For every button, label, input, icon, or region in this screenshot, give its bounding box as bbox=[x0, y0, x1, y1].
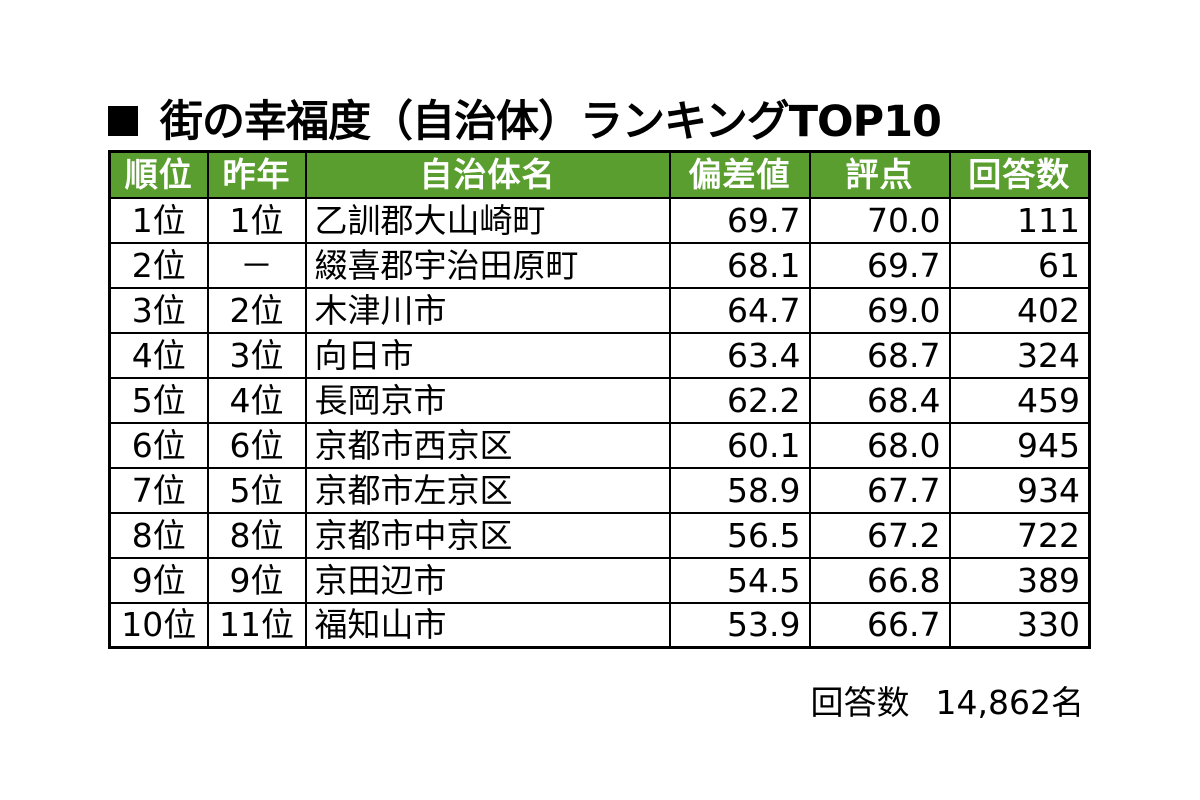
cell-responses: 402 bbox=[948, 286, 1091, 334]
cell-deviation: 68.1 bbox=[668, 241, 811, 289]
cell-score: 68.7 bbox=[808, 331, 951, 379]
page-title: 街の幸福度（自治体）ランキングTOP10 bbox=[108, 88, 942, 148]
cell-deviation: 69.7 bbox=[668, 196, 811, 244]
cell-rank: 4位 bbox=[108, 331, 209, 379]
cell-municipality: 乙訓郡大山崎町 bbox=[304, 196, 671, 244]
cell-municipality: 長岡京市 bbox=[304, 376, 671, 424]
cell-score: 68.4 bbox=[808, 376, 951, 424]
table-row: 1位 1位 乙訓郡大山崎町 69.7 70.0 111 bbox=[108, 196, 1091, 244]
total-responses: 回答数 14,862名 bbox=[811, 676, 1084, 724]
table-row: 5位 4位 長岡京市 62.2 68.4 459 bbox=[108, 376, 1091, 424]
cell-responses: 459 bbox=[948, 376, 1091, 424]
cell-last-year: 11位 bbox=[206, 601, 307, 649]
cell-score: 66.8 bbox=[808, 556, 951, 604]
cell-deviation: 56.5 bbox=[668, 511, 811, 559]
cell-municipality: 京田辺市 bbox=[304, 556, 671, 604]
cell-responses: 111 bbox=[948, 196, 1091, 244]
cell-rank: 2位 bbox=[108, 241, 209, 289]
cell-deviation: 58.9 bbox=[668, 466, 811, 514]
table-row: 9位 9位 京田辺市 54.5 66.8 389 bbox=[108, 556, 1091, 604]
cell-responses: 945 bbox=[948, 421, 1091, 469]
cell-last-year: 5位 bbox=[206, 466, 307, 514]
cell-responses: 389 bbox=[948, 556, 1091, 604]
cell-last-year: 2位 bbox=[206, 286, 307, 334]
cell-last-year: 4位 bbox=[206, 376, 307, 424]
cell-deviation: 64.7 bbox=[668, 286, 811, 334]
header-last-year: 昨年 bbox=[206, 150, 307, 199]
table-row: 8位 8位 京都市中京区 56.5 67.2 722 bbox=[108, 511, 1091, 559]
cell-deviation: 63.4 bbox=[668, 331, 811, 379]
cell-rank: 9位 bbox=[108, 556, 209, 604]
cell-score: 70.0 bbox=[808, 196, 951, 244]
cell-score: 69.0 bbox=[808, 286, 951, 334]
table-row: 7位 5位 京都市左京区 58.9 67.7 934 bbox=[108, 466, 1091, 514]
cell-municipality: 京都市中京区 bbox=[304, 511, 671, 559]
table-row: 6位 6位 京都市西京区 60.1 68.0 945 bbox=[108, 421, 1091, 469]
cell-last-year: 3位 bbox=[206, 331, 307, 379]
table-row: 10位 11位 福知山市 53.9 66.7 330 bbox=[108, 601, 1091, 649]
cell-deviation: 62.2 bbox=[668, 376, 811, 424]
total-responses-label: 回答数 bbox=[810, 683, 910, 722]
cell-last-year: 9位 bbox=[206, 556, 307, 604]
header-responses: 回答数 bbox=[948, 150, 1091, 199]
cell-municipality: 福知山市 bbox=[304, 601, 671, 649]
header-deviation: 偏差値 bbox=[668, 150, 811, 199]
cell-rank: 5位 bbox=[108, 376, 209, 424]
cell-last-year: 6位 bbox=[206, 421, 307, 469]
cell-last-year: － bbox=[206, 241, 307, 289]
table-row: 2位 － 綴喜郡宇治田原町 68.1 69.7 61 bbox=[108, 241, 1091, 289]
cell-rank: 1位 bbox=[108, 196, 209, 244]
cell-municipality: 綴喜郡宇治田原町 bbox=[304, 241, 671, 289]
cell-score: 68.0 bbox=[808, 421, 951, 469]
cell-score: 67.7 bbox=[808, 466, 951, 514]
square-bullet-icon bbox=[108, 106, 138, 136]
cell-score: 66.7 bbox=[808, 601, 951, 649]
cell-deviation: 53.9 bbox=[668, 601, 811, 649]
cell-rank: 6位 bbox=[108, 421, 209, 469]
cell-responses: 330 bbox=[948, 601, 1091, 649]
table-row: 4位 3位 向日市 63.4 68.7 324 bbox=[108, 331, 1091, 379]
title-text: 街の幸福度（自治体）ランキングTOP10 bbox=[160, 97, 942, 147]
cell-rank: 8位 bbox=[108, 511, 209, 559]
cell-responses: 324 bbox=[948, 331, 1091, 379]
header-rank: 順位 bbox=[108, 150, 209, 199]
cell-score: 67.2 bbox=[808, 511, 951, 559]
cell-rank: 10位 bbox=[108, 601, 209, 649]
cell-rank: 7位 bbox=[108, 466, 209, 514]
cell-responses: 934 bbox=[948, 466, 1091, 514]
cell-last-year: 1位 bbox=[206, 196, 307, 244]
cell-responses: 722 bbox=[948, 511, 1091, 559]
cell-last-year: 8位 bbox=[206, 511, 307, 559]
ranking-table: 順位 昨年 自治体名 偏差値 評点 回答数 1位 1位 乙訓郡大山崎町 69.7… bbox=[108, 150, 1091, 649]
cell-municipality: 向日市 bbox=[304, 331, 671, 379]
cell-deviation: 60.1 bbox=[668, 421, 811, 469]
cell-municipality: 京都市左京区 bbox=[304, 466, 671, 514]
table-header-row: 順位 昨年 自治体名 偏差値 評点 回答数 bbox=[108, 150, 1091, 199]
header-score: 評点 bbox=[808, 150, 951, 199]
cell-responses: 61 bbox=[948, 241, 1091, 289]
cell-municipality: 木津川市 bbox=[304, 286, 671, 334]
cell-municipality: 京都市西京区 bbox=[304, 421, 671, 469]
header-municipality: 自治体名 bbox=[304, 150, 671, 199]
table-row: 3位 2位 木津川市 64.7 69.0 402 bbox=[108, 286, 1091, 334]
cell-rank: 3位 bbox=[108, 286, 209, 334]
cell-deviation: 54.5 bbox=[668, 556, 811, 604]
total-responses-value: 14,862名 bbox=[935, 683, 1084, 722]
cell-score: 69.7 bbox=[808, 241, 951, 289]
